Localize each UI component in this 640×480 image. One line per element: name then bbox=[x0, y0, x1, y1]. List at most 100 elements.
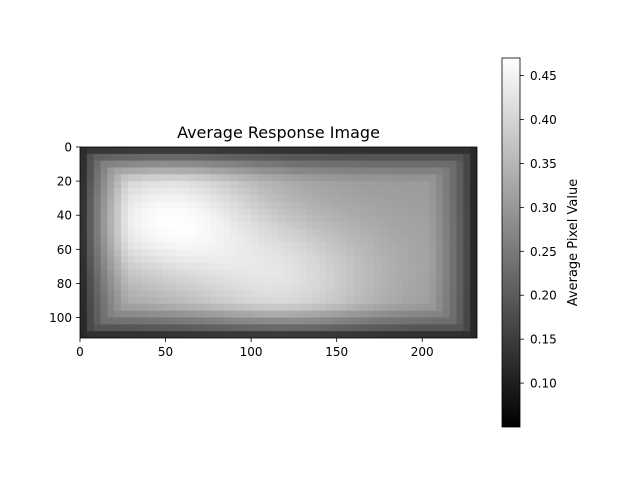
heatmap-cell bbox=[353, 262, 362, 271]
heatmap-cell bbox=[278, 228, 286, 237]
heatmap-cell bbox=[107, 290, 115, 298]
heatmap-cell bbox=[305, 153, 314, 162]
heatmap-cell bbox=[353, 208, 362, 216]
heatmap-cell bbox=[312, 242, 321, 250]
heatmap-cell bbox=[189, 317, 197, 325]
heatmap-cell bbox=[367, 249, 375, 257]
heatmap-cell bbox=[278, 256, 286, 264]
heatmap-cell bbox=[381, 310, 389, 319]
heatmap-cell bbox=[264, 215, 273, 223]
heatmap-cell bbox=[80, 235, 88, 244]
heatmap-cell bbox=[271, 331, 280, 338]
heatmap-cell bbox=[168, 174, 177, 182]
heatmap-cell bbox=[210, 303, 218, 312]
heatmap-cell bbox=[278, 249, 286, 257]
heatmap-cell bbox=[305, 187, 314, 196]
heatmap-cell bbox=[196, 283, 204, 291]
heatmap-cell bbox=[435, 215, 444, 223]
heatmap-cell bbox=[435, 256, 444, 264]
heatmap-cell bbox=[182, 303, 191, 312]
heatmap-cell bbox=[333, 235, 341, 244]
heatmap-cell bbox=[285, 228, 293, 237]
heatmap-cell bbox=[230, 147, 239, 155]
heatmap-cell bbox=[435, 283, 444, 291]
heatmap-cell bbox=[449, 187, 458, 196]
heatmap-cell bbox=[134, 228, 143, 237]
heatmap-cell bbox=[401, 310, 410, 319]
heatmap-cell bbox=[93, 242, 102, 250]
heatmap-cell bbox=[353, 201, 362, 209]
heatmap-cell bbox=[415, 187, 423, 196]
heatmap-cell bbox=[463, 174, 471, 182]
heatmap-cell bbox=[429, 256, 437, 264]
heatmap-cell bbox=[196, 235, 204, 244]
heatmap-cell bbox=[333, 194, 341, 203]
heatmap-cell bbox=[319, 317, 328, 325]
heatmap-cell bbox=[100, 290, 108, 298]
heatmap-cell bbox=[422, 249, 430, 257]
heatmap-cell bbox=[182, 174, 191, 182]
heatmap-cell bbox=[278, 222, 286, 230]
heatmap-cell bbox=[141, 181, 150, 189]
heatmap-cell bbox=[257, 331, 266, 338]
heatmap-cell bbox=[100, 256, 108, 264]
heatmap-cell bbox=[470, 331, 477, 338]
heatmap-cell bbox=[299, 208, 307, 216]
heatmap-cell bbox=[388, 167, 396, 175]
heatmap-cell bbox=[127, 160, 136, 169]
heatmap-cell bbox=[127, 249, 136, 257]
heatmap-cell bbox=[305, 147, 314, 155]
heatmap-cell bbox=[415, 167, 423, 175]
heatmap-cell bbox=[100, 235, 108, 244]
heatmap-cell bbox=[415, 147, 423, 155]
heatmap-cell bbox=[148, 167, 156, 175]
heatmap-cell bbox=[86, 276, 95, 285]
heatmap-cell bbox=[299, 235, 307, 244]
heatmap-cell bbox=[80, 167, 88, 175]
heatmap-cell bbox=[223, 310, 232, 319]
heatmap-cell bbox=[388, 187, 396, 196]
heatmap-cell bbox=[319, 290, 328, 298]
heatmap-cell bbox=[312, 187, 321, 196]
heatmap-cell bbox=[401, 283, 410, 291]
heatmap-cell bbox=[463, 283, 471, 291]
colorbar-tick-label: 0.15 bbox=[530, 333, 557, 347]
heatmap-cell bbox=[182, 160, 191, 169]
heatmap-cell bbox=[148, 208, 156, 216]
heatmap-cell bbox=[353, 276, 362, 285]
heatmap-cell bbox=[210, 269, 218, 278]
heatmap-cell bbox=[285, 303, 293, 312]
heatmap-cell bbox=[168, 324, 177, 332]
heatmap-cell bbox=[340, 208, 348, 216]
heatmap-cell bbox=[456, 276, 464, 285]
heatmap-cell bbox=[93, 317, 102, 325]
heatmap-cell bbox=[257, 303, 266, 312]
heatmap-cell bbox=[127, 262, 136, 271]
heatmap-cell bbox=[182, 235, 191, 244]
heatmap-cell bbox=[463, 160, 471, 169]
heatmap-cell bbox=[168, 147, 177, 155]
heatmap-cell bbox=[305, 276, 314, 285]
heatmap-cell bbox=[121, 194, 129, 203]
heatmap-cell bbox=[182, 181, 191, 189]
heatmap-cell bbox=[141, 235, 150, 244]
heatmap-cell bbox=[223, 331, 232, 338]
heatmap-cell bbox=[442, 317, 451, 325]
heatmap-cell bbox=[223, 187, 232, 196]
heatmap-cell bbox=[360, 194, 369, 203]
heatmap-cell bbox=[422, 303, 430, 312]
heatmap-cell bbox=[470, 187, 477, 196]
heatmap-cell bbox=[422, 222, 430, 230]
heatmap-cell bbox=[155, 208, 163, 216]
heatmap-cell bbox=[442, 228, 451, 237]
heatmap-cell bbox=[340, 242, 348, 250]
heatmap-cell bbox=[278, 297, 286, 305]
heatmap-cell bbox=[442, 167, 451, 175]
heatmap-cell bbox=[257, 324, 266, 332]
heatmap-cell bbox=[299, 290, 307, 298]
heatmap-cell bbox=[134, 181, 143, 189]
heatmap-cell bbox=[340, 222, 348, 230]
heatmap-cell bbox=[244, 249, 252, 257]
heatmap-cell bbox=[374, 235, 382, 244]
heatmap-cell bbox=[360, 331, 369, 338]
